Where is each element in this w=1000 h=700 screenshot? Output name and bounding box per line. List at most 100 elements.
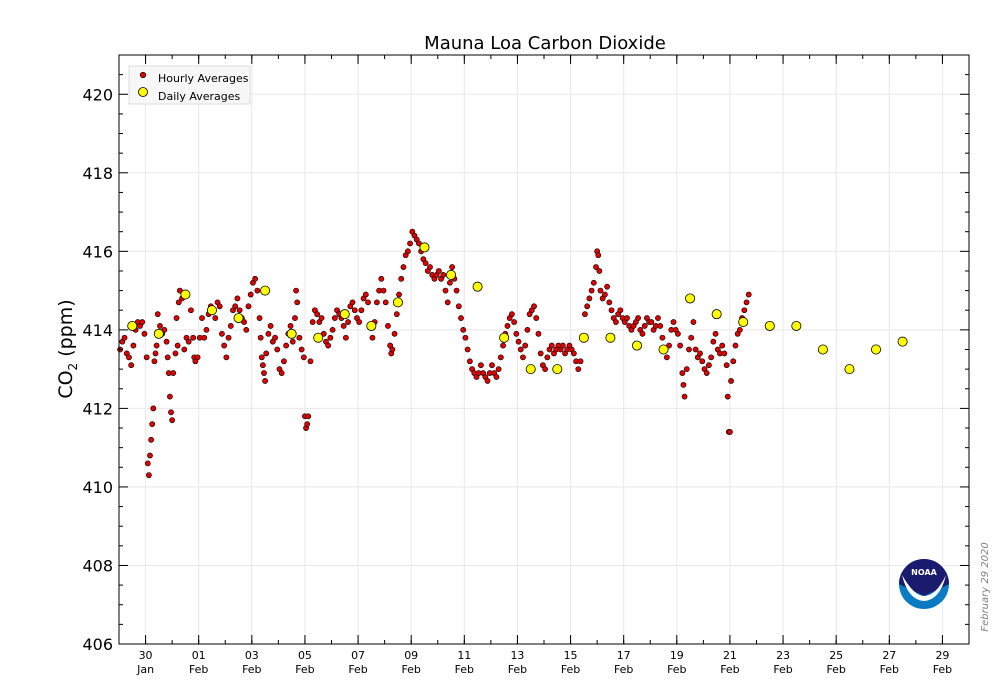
hourly-point: [382, 299, 389, 306]
hourly-point: [175, 299, 182, 306]
x-tick-day-label: 15: [564, 649, 578, 662]
x-tick-month-label: Feb: [826, 663, 845, 676]
daily-point: [578, 332, 589, 343]
hourly-point: [588, 287, 595, 294]
x-tick-day-label: 03: [245, 649, 259, 662]
x-tick-day-label: 25: [829, 649, 843, 662]
x-tick-day-label: 17: [617, 649, 631, 662]
hourly-point: [723, 362, 730, 369]
date-stamp: February 29 2020: [980, 542, 991, 631]
hourly-point: [601, 291, 608, 298]
hourly-point: [396, 291, 402, 298]
hourly-point: [648, 319, 655, 325]
legend-daily-marker: [138, 87, 148, 97]
daily-point: [127, 320, 138, 331]
hourly-point: [639, 330, 646, 337]
hourly-point: [378, 275, 385, 282]
hourly-point: [422, 260, 429, 267]
hourly-point: [635, 315, 641, 321]
hourly-point: [493, 374, 500, 380]
x-tick-day-label: 07: [351, 649, 365, 662]
hourly-point: [190, 334, 197, 341]
noaa-logo-gull: [902, 575, 946, 601]
hourly-point: [143, 354, 150, 361]
hourly-point: [624, 315, 630, 321]
hourly-point: [655, 315, 661, 321]
y-tick-label: 410: [82, 478, 113, 497]
hourly-point: [373, 299, 380, 306]
hourly-point: [745, 291, 752, 298]
hourly-point: [170, 370, 177, 376]
hourly-point: [393, 311, 400, 318]
hourly-point: [435, 268, 442, 274]
hourly-point: [531, 303, 537, 310]
x-tick-day-label: 01: [192, 649, 206, 662]
hourly-point: [597, 287, 604, 294]
hourly-point: [484, 378, 491, 384]
hourly-point: [712, 330, 719, 337]
hourly-point: [663, 354, 670, 361]
daily-point: [339, 309, 350, 320]
plot-frame: [118, 54, 970, 645]
daily-point: [631, 340, 642, 351]
hourly-point: [169, 417, 176, 424]
hourly-point: [460, 326, 467, 333]
hourly-point: [641, 323, 648, 329]
y-tick-label: 420: [82, 85, 113, 104]
hourly-point: [732, 342, 739, 349]
hourly-point: [743, 299, 750, 306]
hourly-point: [257, 334, 264, 341]
hourly-point: [559, 342, 566, 349]
x-tick-day-label: 21: [723, 649, 737, 662]
daily-point: [366, 320, 377, 331]
daily-point: [206, 305, 217, 316]
hourly-point: [181, 346, 188, 353]
hourly-point: [349, 299, 356, 306]
daily-point: [658, 344, 669, 355]
hourly-point: [692, 346, 699, 353]
hourly-series: [117, 228, 752, 479]
noaa-logo: NOAA: [899, 559, 949, 609]
hourly-point: [515, 338, 522, 345]
x-tick-day-label: 11: [457, 649, 471, 662]
daily-point: [897, 336, 908, 347]
hourly-point: [216, 303, 223, 310]
daily-point: [685, 293, 696, 304]
hourly-point: [504, 323, 511, 329]
hourly-point: [325, 342, 332, 349]
hourly-point: [157, 323, 163, 329]
hourly-point: [340, 323, 347, 329]
hourly-point: [455, 303, 462, 310]
hourly-point: [164, 354, 171, 361]
hourly-point: [293, 287, 299, 294]
hourly-point: [300, 354, 307, 361]
hourly-point: [365, 299, 371, 306]
hourly-point: [262, 378, 268, 384]
hourly-point: [440, 271, 447, 278]
hourly-point: [358, 307, 365, 314]
x-tick-month-label: Feb: [295, 663, 314, 676]
hourly-point: [144, 460, 151, 467]
hourly-point: [706, 362, 712, 369]
x-tick-month-label: Feb: [933, 663, 952, 676]
hourly-point: [259, 362, 266, 369]
grid-lines: [119, 55, 969, 645]
hourly-point: [708, 354, 715, 361]
hourly-point: [199, 315, 205, 321]
hourly-point: [727, 429, 733, 435]
noaa-logo-navy-top: [899, 559, 949, 596]
daily-point: [180, 289, 191, 300]
hourly-point: [511, 319, 518, 325]
hourly-point: [389, 346, 396, 353]
hourly-point: [741, 307, 748, 314]
hourly-point: [608, 307, 615, 314]
hourly-point: [520, 354, 526, 361]
hourly-point: [345, 319, 352, 325]
x-tick-day-label: 29: [935, 649, 949, 662]
y-axis-ticks: 406 408 410 412 414 416 418 420: [82, 54, 969, 654]
hourly-point: [535, 330, 542, 337]
hourly-point: [699, 358, 706, 365]
hourly-point: [149, 421, 156, 428]
hourly-point: [203, 326, 210, 333]
hourly-point: [442, 287, 449, 294]
